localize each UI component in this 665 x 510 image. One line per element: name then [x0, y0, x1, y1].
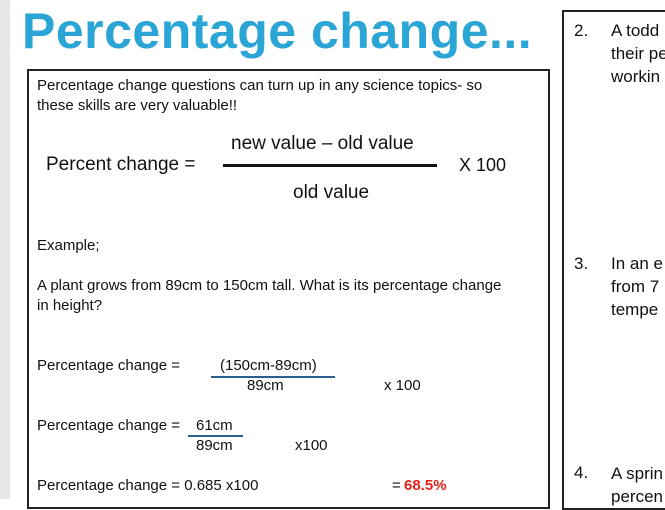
step2-label: Percentage change =: [37, 417, 181, 434]
step2-multiplier: x100: [295, 437, 328, 454]
question-3-line-2: from 7: [611, 277, 660, 296]
step1-numerator: (150cm-89cm): [220, 357, 317, 374]
formula-fraction-bar: [223, 164, 437, 167]
formula-numerator: new value – old value: [231, 133, 414, 154]
step1-denominator: 89cm: [247, 377, 284, 394]
step2-numerator: 61cm: [196, 417, 233, 434]
step3-result: 68.5%: [404, 477, 447, 494]
formula-multiplier: X 100: [459, 155, 507, 175]
left-gutter: [0, 0, 10, 499]
question-2-line-3: workin: [611, 67, 661, 86]
step2-fraction-bar: [188, 435, 243, 437]
formula-denominator: old value: [293, 182, 370, 203]
example-label: Example;: [37, 237, 100, 254]
page-title: Percentage change...: [22, 3, 533, 59]
question-3-line-3: tempe: [611, 300, 659, 319]
questions-box: 2. A todd their pe workin 3. In an e fro…: [562, 10, 665, 510]
step3-label: Percentage change = 0.685 x100: [37, 477, 259, 494]
example-question-line-2: in height?: [37, 297, 103, 314]
question-3-number: 3.: [574, 254, 589, 273]
explanation-box: Percentage change questions can turn up …: [27, 69, 550, 509]
example-question-line-1: A plant grows from 89cm to 150cm tall. W…: [37, 277, 502, 294]
step3-equals: =: [392, 477, 401, 494]
formula-lhs: Percent change =: [46, 154, 196, 175]
step1-fraction-bar: [211, 376, 335, 378]
step1-label: Percentage change =: [37, 357, 181, 374]
question-2-line-1: A todd: [611, 21, 660, 40]
question-4-line-1: A sprin: [611, 464, 663, 483]
intro-line-2: these skills are very valuable!!: [37, 97, 238, 114]
question-4-number: 4.: [574, 463, 589, 482]
question-4-line-2: percen: [611, 487, 663, 506]
question-2-line-2: their pe: [611, 44, 665, 63]
question-2-number: 2.: [574, 21, 589, 40]
step1-multiplier: x 100: [384, 377, 421, 394]
step2-denominator: 89cm: [196, 437, 233, 454]
question-3-line-1: In an e: [611, 254, 663, 273]
intro-line-1: Percentage change questions can turn up …: [37, 77, 483, 94]
